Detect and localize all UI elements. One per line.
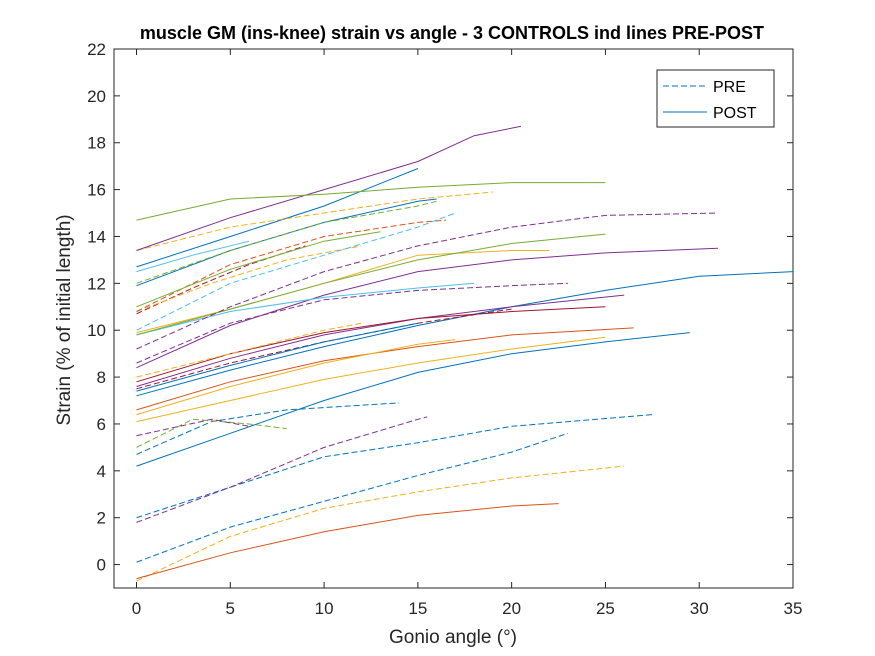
legend-label-pre: PRE xyxy=(713,79,746,96)
y-tick-label-14: 14 xyxy=(87,227,106,246)
y-tick-label-20: 20 xyxy=(87,87,106,106)
x-tick-label-35: 35 xyxy=(784,599,803,618)
series-line-pre-4 xyxy=(136,414,653,519)
x-tick-label-30: 30 xyxy=(690,599,709,618)
legend: PRE POST xyxy=(656,69,775,128)
series-line-post-32 xyxy=(136,240,250,273)
tick-layer: 0 5 10 15 20 25 30 35 0 2 4 6 8 10 12 14 16 18 20 22 xyxy=(87,40,802,618)
series-line-post-6 xyxy=(136,332,690,467)
plot-area: 0 5 10 15 20 25 30 35 0 2 4 6 8 10 12 14 16 18 20 22 xyxy=(87,40,802,618)
series-line-post-10 xyxy=(136,336,606,423)
series-layer xyxy=(136,125,794,582)
series-line-pre-2 xyxy=(136,465,625,582)
y-tick-label-8: 8 xyxy=(97,368,106,387)
series-line-pre-29 xyxy=(136,212,456,331)
series-line-post-14 xyxy=(136,294,625,387)
series-line-post-33 xyxy=(136,168,419,268)
y-tick-label-4: 4 xyxy=(97,462,106,481)
series-line-pre-34 xyxy=(136,191,493,251)
series-line-post-35 xyxy=(136,125,522,251)
y-tick-label-6: 6 xyxy=(97,415,106,434)
x-tick-label-15: 15 xyxy=(408,599,427,618)
y-tick-label-12: 12 xyxy=(87,274,106,293)
y-tick-label-18: 18 xyxy=(87,134,106,153)
series-line-post-3 xyxy=(136,503,559,580)
legend-box xyxy=(656,69,775,128)
y-tick-label-16: 16 xyxy=(87,181,106,200)
series-line-post-18 xyxy=(136,247,719,369)
series-line-post-12 xyxy=(136,339,456,416)
series-line-pre-24 xyxy=(136,212,719,350)
chart-title: muscle GM (ins-knee) strain vs angle - 3… xyxy=(140,23,764,43)
series-line-pre-20 xyxy=(136,322,362,378)
x-tick-label-25: 25 xyxy=(596,599,615,618)
series-line-pre-19 xyxy=(136,282,568,364)
series-line-pre-26 xyxy=(136,245,362,312)
series-line-post-36 xyxy=(136,182,606,221)
x-tick-label-10: 10 xyxy=(315,599,334,618)
y-tick-label-22: 22 xyxy=(87,40,106,59)
series-line-pre-7 xyxy=(136,402,400,455)
series-line-post-21 xyxy=(136,282,475,336)
series-line-post-28 xyxy=(136,231,381,308)
series-line-post-17 xyxy=(136,322,418,392)
y-tick-label-10: 10 xyxy=(87,321,106,340)
series-line-pre-1 xyxy=(136,432,569,563)
series-line-post-15 xyxy=(136,306,606,383)
series-line-pre-5 xyxy=(136,416,428,523)
series-line-pre-27 xyxy=(136,219,447,312)
series-line-pre-31 xyxy=(136,200,437,284)
x-tick-label-0: 0 xyxy=(132,599,141,618)
y-tick-label-2: 2 xyxy=(97,509,106,528)
series-line-post-30 xyxy=(136,198,437,287)
x-tick-label-5: 5 xyxy=(226,599,235,618)
series-line-pre-9 xyxy=(136,418,250,437)
x-axis-label: Gonio angle (°) xyxy=(389,627,517,648)
y-axis-label: Strain (% of initial length) xyxy=(54,214,75,425)
y-tick-label-0: 0 xyxy=(97,556,106,575)
legend-label-post: POST xyxy=(713,105,757,122)
x-tick-label-20: 20 xyxy=(502,599,521,618)
series-line-pre-8 xyxy=(136,418,287,448)
